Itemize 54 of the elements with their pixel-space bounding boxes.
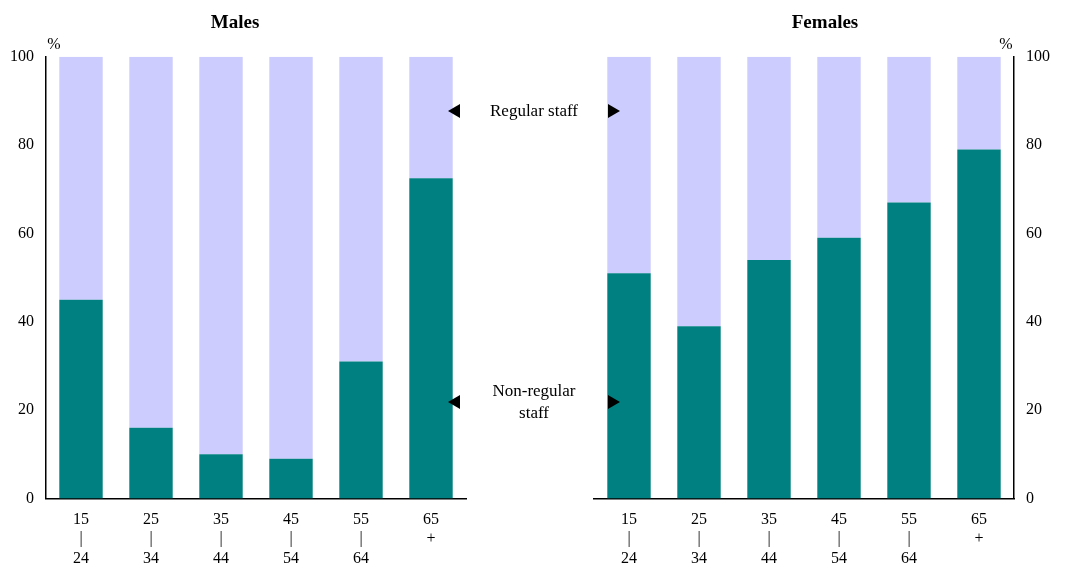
x-tick-label: 25 | 34 [143,510,159,566]
y-tick-label: 40 [18,311,34,329]
y2-tick-label: 80 [1026,135,1042,153]
bar [607,56,651,274]
y-axis-title: % [47,35,61,52]
x-tick-label: 15 | 24 [73,510,89,566]
bar [607,273,651,499]
bar [747,259,791,499]
y2-tick-label: 40 [1026,311,1042,329]
bar [269,458,313,499]
y-tick-label: 0 [26,488,34,506]
bar [339,56,383,362]
y-tick-label: 80 [18,135,34,153]
bar [817,237,861,499]
chart-title: Males [210,11,260,33]
y-tick-label: 100 [10,47,34,64]
y2-tick-label: 60 [1026,223,1042,241]
x-tick-label: 35 | 44 [213,510,229,566]
bar [59,299,103,499]
bar [339,361,383,499]
chart-title: Females [791,11,859,33]
x-tick-label: 55 | 64 [353,510,369,566]
x-tick-label: 25 | 34 [691,510,707,566]
bar [817,56,861,238]
y2-tick-label: 100 [1026,47,1050,64]
y2-tick-label: 0 [1026,488,1034,506]
bar [129,427,173,499]
text: Regular staff [490,100,578,122]
y2-tick-label: 20 [1026,400,1042,418]
bar [59,56,103,300]
bar [957,56,1001,150]
y-tick-label: 60 [18,223,34,241]
bar [677,326,721,499]
x-tick-label: 65 + [423,510,439,547]
x-tick-label: 45 | 54 [283,510,299,566]
bar [409,178,453,499]
bar [957,149,1001,499]
bar [677,56,721,327]
x-tick-label: 55 | 64 [901,510,917,566]
x-tick-label: 65 + [971,510,987,547]
bar [887,56,931,203]
bar [269,56,313,459]
bar [747,56,791,260]
bar [129,56,173,428]
x-tick-label: 35 | 44 [761,510,777,566]
text: Non-regular staff [491,380,577,424]
x-tick-label: 15 | 24 [621,510,637,566]
bar [887,202,931,499]
x-tick-label: 45 | 54 [831,510,847,566]
bar [199,56,243,455]
y-tick-label: 20 [18,400,34,418]
y2-axis-title: % [999,35,1013,52]
bar [199,454,243,499]
bar [409,56,453,179]
